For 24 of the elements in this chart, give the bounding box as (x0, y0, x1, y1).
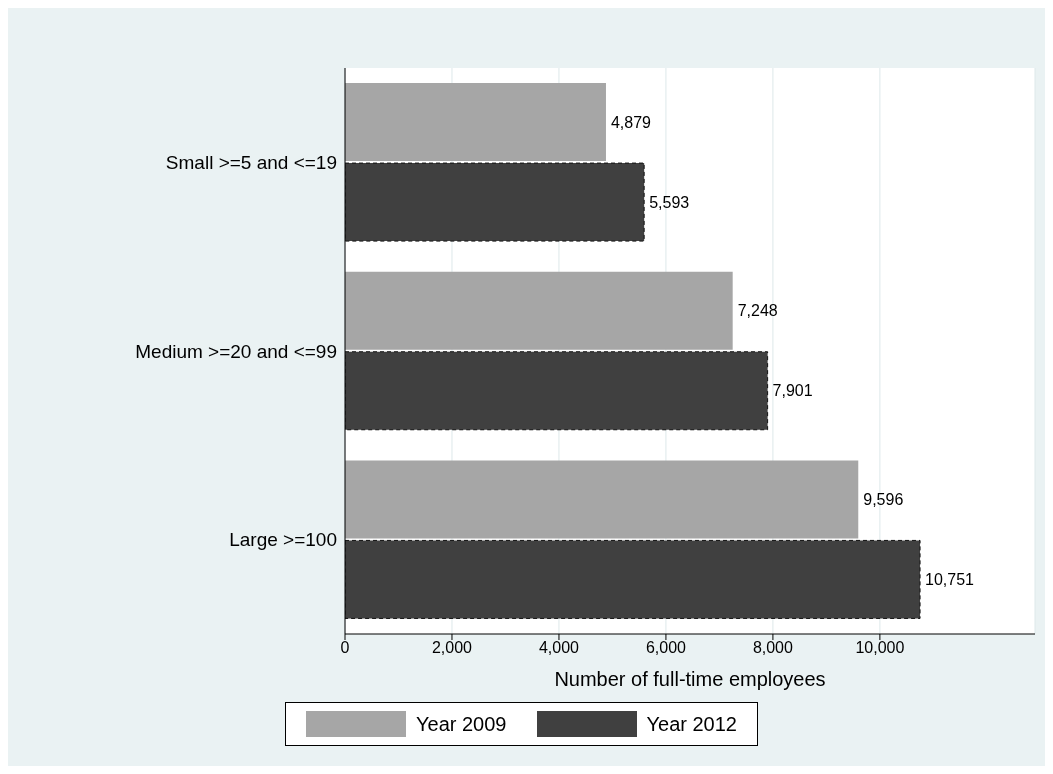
x-tick-label: 0 (340, 639, 350, 657)
x-tick-label: 10,000 (855, 639, 905, 657)
x-tick-label: 4,000 (538, 639, 580, 657)
data-label: 7,901 (772, 382, 813, 400)
data-label: 10,751 (925, 571, 975, 589)
bar (345, 351, 769, 431)
x-tick-label: 2,000 (431, 639, 473, 657)
bar (345, 271, 733, 350)
legend-label: Year 2012 (646, 712, 737, 736)
data-label: 4,879 (610, 113, 652, 131)
data-label: 9,596 (863, 491, 904, 509)
y-tick-label: Large >=100 (229, 529, 337, 551)
x-tick-label: 8,000 (752, 639, 794, 657)
y-tick-label: Small >=5 and <=19 (165, 152, 337, 174)
bar (345, 539, 921, 619)
x-axis-title: Number of full-time employees (554, 668, 826, 690)
legend-label: Year 2009 (416, 712, 507, 736)
x-tick-label: 6,000 (645, 639, 687, 657)
y-tick-label: Medium >=20 and <=99 (135, 340, 337, 362)
data-label: 5,593 (649, 193, 690, 211)
bar (345, 460, 859, 539)
bar (345, 83, 606, 162)
bar (345, 162, 645, 242)
data-label: 7,248 (737, 302, 778, 320)
